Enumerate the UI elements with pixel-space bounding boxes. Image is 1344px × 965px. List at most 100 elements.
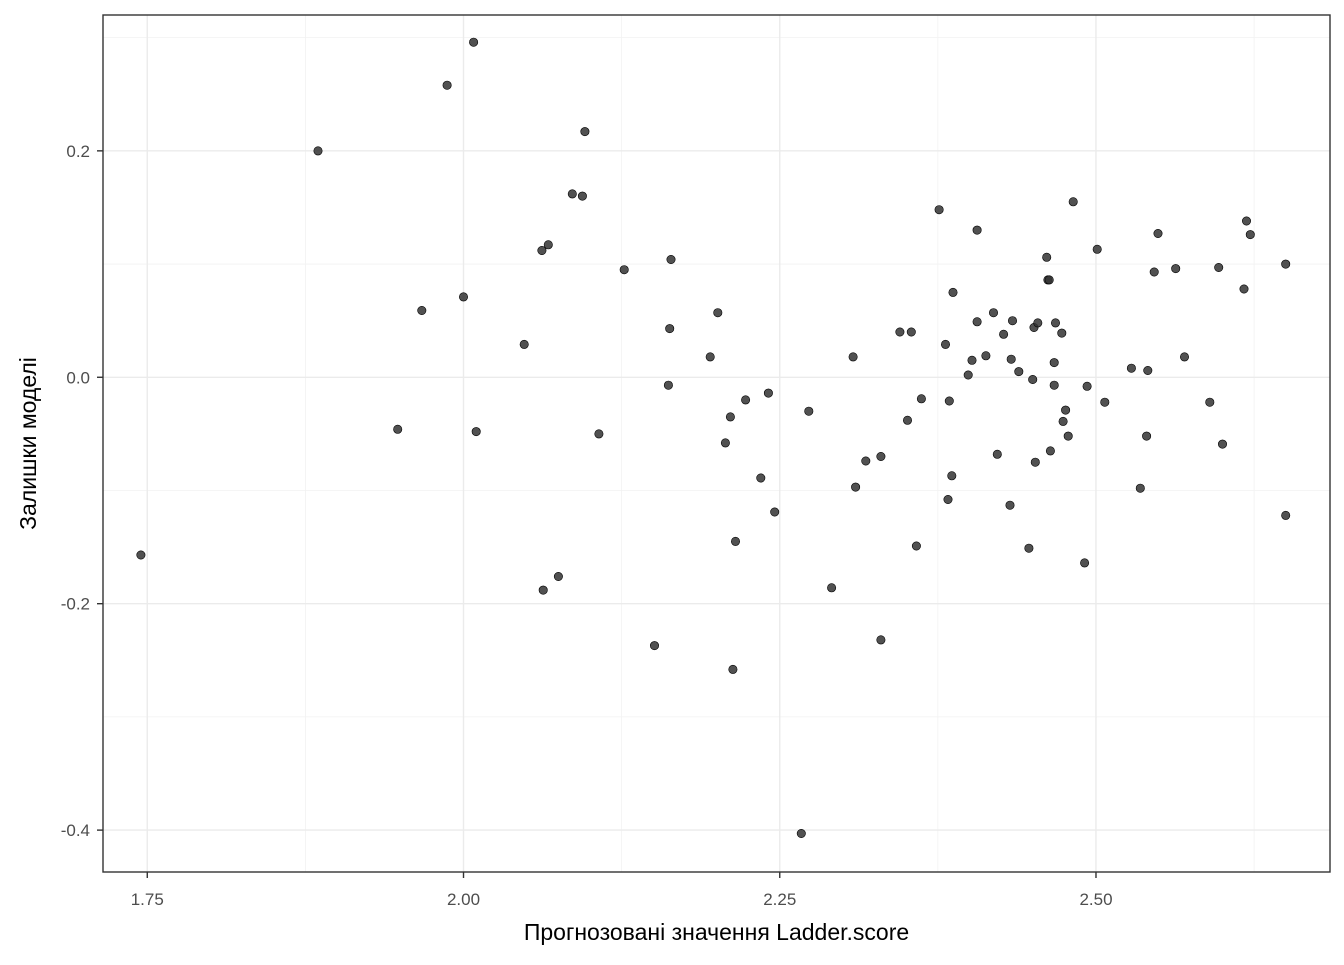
data-point: [1042, 252, 1052, 262]
points-layer: [136, 37, 1291, 838]
data-point: [1092, 244, 1102, 254]
data-point: [442, 80, 452, 90]
data-point: [992, 449, 1002, 459]
x-tick-label: 2.00: [447, 890, 480, 909]
data-point: [944, 396, 954, 406]
data-point: [848, 352, 858, 362]
data-point: [538, 585, 548, 595]
data-point: [1214, 262, 1224, 272]
data-point: [1024, 543, 1034, 553]
data-point: [730, 536, 740, 546]
data-point: [1080, 558, 1090, 568]
data-point: [1126, 363, 1136, 373]
data-point: [580, 127, 590, 137]
data-point: [1100, 397, 1110, 407]
data-point: [1045, 446, 1055, 456]
data-point: [1058, 416, 1068, 426]
data-point: [649, 641, 659, 651]
data-point: [981, 351, 991, 361]
data-point: [1082, 381, 1092, 391]
y-tick-label: -0.4: [61, 821, 90, 840]
data-point: [1014, 367, 1024, 377]
x-tick-label: 2.25: [763, 890, 796, 909]
data-point: [537, 246, 547, 256]
data-point: [940, 339, 950, 349]
panel-border: [102, 14, 1331, 873]
data-point: [916, 394, 926, 404]
data-point: [967, 355, 977, 365]
data-point: [1149, 267, 1159, 277]
data-point: [725, 412, 735, 422]
data-point: [458, 292, 468, 302]
data-point: [770, 507, 780, 517]
data-point: [963, 370, 973, 380]
data-point: [796, 828, 806, 838]
data-point: [728, 664, 738, 674]
data-point: [851, 482, 861, 492]
data-point: [136, 550, 146, 560]
data-point: [469, 37, 479, 47]
data-point: [1006, 354, 1016, 364]
data-point: [911, 541, 921, 551]
data-point: [972, 317, 982, 327]
grid-layer: [103, 15, 1330, 872]
y-axis-title: Залишки моделі: [15, 357, 41, 530]
data-point: [972, 225, 982, 235]
data-point: [1068, 197, 1078, 207]
data-point: [906, 327, 916, 337]
x-tick-label: 1.75: [131, 890, 164, 909]
x-tick-label: 2.50: [1079, 890, 1112, 909]
y-tick-label: 0.0: [66, 368, 90, 387]
data-point: [720, 438, 730, 448]
x-axis-title: Прогнозовані значення Ladder.score: [524, 919, 909, 945]
data-point: [1005, 500, 1015, 510]
data-point: [1239, 284, 1249, 294]
data-point: [1245, 230, 1255, 240]
data-point: [1171, 264, 1181, 274]
data-point: [1135, 483, 1145, 493]
data-point: [988, 308, 998, 318]
data-point: [763, 388, 773, 398]
data-point: [471, 427, 481, 437]
data-point: [1028, 374, 1038, 384]
data-point: [666, 255, 676, 265]
data-point: [567, 189, 577, 199]
data-point: [876, 451, 886, 461]
data-point: [1242, 216, 1252, 226]
data-point: [393, 424, 403, 434]
data-point: [619, 265, 629, 275]
data-point: [1044, 275, 1054, 285]
data-point: [756, 473, 766, 483]
data-point: [1205, 397, 1215, 407]
data-point: [1030, 457, 1040, 467]
data-point: [519, 339, 529, 349]
data-point: [663, 380, 673, 390]
data-point: [665, 324, 675, 334]
data-point: [1063, 431, 1073, 441]
data-point: [594, 429, 604, 439]
y-tick-label: -0.2: [61, 595, 90, 614]
data-point: [947, 471, 957, 481]
data-point: [1143, 365, 1153, 375]
data-point: [1049, 380, 1059, 390]
data-point: [1033, 318, 1043, 328]
data-point: [1281, 259, 1291, 269]
data-point: [705, 352, 715, 362]
data-point: [713, 308, 723, 318]
data-point: [902, 415, 912, 425]
data-point: [861, 456, 871, 466]
data-point: [313, 146, 323, 156]
data-point: [1142, 431, 1152, 441]
data-point: [1180, 352, 1190, 362]
ticks-layer: 1.75 2.00 2.25 2.50 -0.4 -0.2 0.0 0.2: [61, 142, 1113, 909]
data-point: [934, 205, 944, 215]
data-point: [1218, 439, 1228, 449]
data-point: [417, 305, 427, 315]
data-point: [804, 406, 814, 416]
data-point: [1007, 316, 1017, 326]
data-point: [553, 571, 563, 581]
data-point: [895, 327, 905, 337]
data-point: [1153, 229, 1163, 239]
